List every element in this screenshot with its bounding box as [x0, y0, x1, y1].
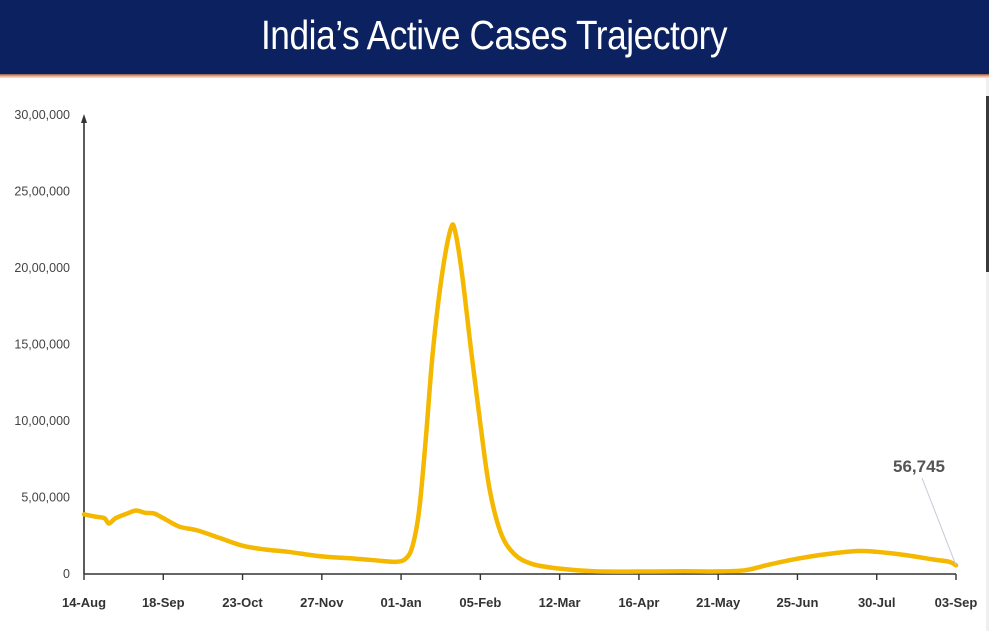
- title-banner: India’s Active Cases Trajectory: [0, 0, 989, 74]
- right-edge-bar: [986, 96, 989, 272]
- chart-title: India’s Active Cases Trajectory: [261, 11, 728, 58]
- x-tick-label: 21-May: [696, 595, 741, 610]
- banner-accent-stripe: [0, 74, 989, 78]
- x-tick-label: 12-Mar: [539, 595, 581, 610]
- x-tick-label: 18-Sep: [142, 595, 185, 610]
- active-cases-line: [81, 222, 959, 574]
- x-tick-label: 03-Sep: [935, 595, 978, 610]
- y-tick-label: 25,00,000: [14, 185, 70, 199]
- y-tick-label: 20,00,000: [14, 261, 70, 275]
- y-axis-ticks: 0 5,00,000 10,00,000 15,00,000 20,00,000 25,0…: [14, 108, 70, 581]
- x-tick-label: 23-Oct: [222, 595, 263, 610]
- y-tick-label: 0: [63, 567, 70, 581]
- y-tick-label: 30,00,000: [14, 108, 70, 122]
- last-value-annotation: 56,745: [893, 457, 945, 476]
- x-tick-label: 30-Jul: [858, 595, 896, 610]
- y-tick-label: 10,00,000: [14, 414, 70, 428]
- y-axis-arrow-icon: [81, 114, 87, 123]
- x-axis-ticks: 14-Aug 18-Sep 23-Oct 27-Nov 01-Jan 05-Feb 12-M…: [62, 574, 977, 610]
- x-tick-label: 05-Feb: [459, 595, 501, 610]
- x-tick-label: 16-Apr: [618, 595, 659, 610]
- x-tick-label: 14-Aug: [62, 595, 106, 610]
- y-tick-label: 5,00,000: [21, 491, 70, 505]
- annotation-leader-line: [921, 477, 957, 566]
- x-tick-label: 27-Nov: [300, 595, 344, 610]
- y-tick-label: 15,00,000: [14, 338, 70, 352]
- x-tick-label: 01-Jan: [380, 595, 421, 610]
- right-border: [986, 78, 989, 631]
- x-tick-label: 25-Jun: [777, 595, 819, 610]
